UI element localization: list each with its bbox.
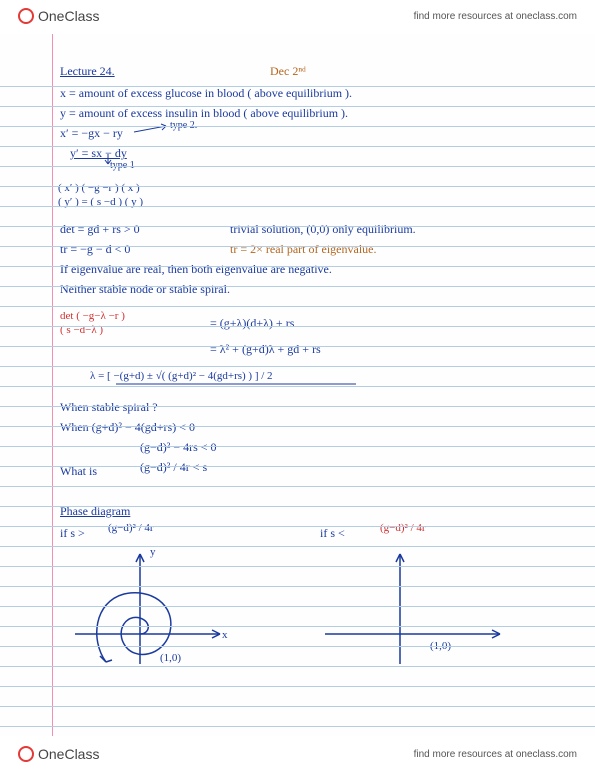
phase-diagram-left [60,544,230,684]
rule-line [0,246,595,247]
rule-line [0,426,595,427]
line-y-def: y = amount of excess insulin in blood ( … [60,106,348,121]
rule-line [0,306,595,307]
rule-line [0,226,595,227]
lecture-title: Lecture 24. [60,64,115,79]
rule-line [0,326,595,327]
rule-line [0,466,595,467]
lecture-date: Dec 2ⁿᵈ [270,64,306,79]
when-stable-q: When stable spiral ? [60,400,158,415]
rule-line [0,606,595,607]
det-note: trivial solution, (0,0) only equilibrium… [230,222,416,237]
what-fraction: (g−d)² / 4r < s [140,460,207,475]
line-x-def: x = amount of excess glucose in blood ( … [60,86,352,101]
if-left-b: (g−d)² / 4r [108,522,154,534]
rule-line [0,146,595,147]
logo-circle-icon-bottom [18,746,34,762]
rule-line [0,646,595,647]
rule-line [0,186,595,187]
rule-line [0,286,595,287]
eq-yprime: y′ = sx − dy [70,146,127,161]
tagline-bottom: find more resources at oneclass.com [414,749,577,760]
brand-name-bottom: OneClass [38,746,99,762]
tr-note: tr = 2× real part of eigenvalue. [230,242,376,257]
rule-line [0,706,595,707]
tagline-top: find more resources at oneclass.com [414,11,577,22]
rule-line [0,486,595,487]
rule-line [0,406,595,407]
top-header: OneClass find more resources at oneclass… [0,0,595,32]
rule-line [0,686,595,687]
rule-line [0,546,595,547]
rule-line [0,566,595,567]
rule-line [0,166,595,167]
brand-name: OneClass [38,8,99,24]
det-eq1: = (g+λ)(d+λ) + rs [210,316,294,331]
rule-line [0,206,595,207]
det-eq2: = λ² + (g+d)λ + gd + rs [210,342,321,357]
rule-line [0,526,595,527]
bottom-footer: OneClass find more resources at oneclass… [0,738,595,770]
if-left-a: if s > [60,526,85,541]
rule-line [0,506,595,507]
eq-xprime: x′ = −gx − ry [60,126,123,141]
brand-logo-bottom: OneClass [18,746,99,762]
if-right-b: (g−d)² / 4r [380,522,426,534]
brand-logo: OneClass [18,8,99,24]
eigen-line2: Neither stable node or stable spiral. [60,282,230,297]
margin-rule [52,34,53,736]
phase-diagram-right [310,544,510,684]
rule-line [0,266,595,267]
rule-line [0,126,595,127]
rule-line [0,726,595,727]
rule-line [0,86,595,87]
rule-line [0,386,595,387]
left-axis-y: y [150,546,156,558]
rule-line [0,346,595,347]
left-point: (1,0) [160,652,181,664]
rule-line [0,666,595,667]
notebook-page: Lecture 24. Dec 2ⁿᵈ x = amount of excess… [0,34,595,736]
logo-circle-icon [18,8,34,24]
rule-line [0,586,595,587]
arrow-type2-icon [132,122,172,136]
rule-line [0,106,595,107]
rule-line [0,446,595,447]
when-cond1: When (g+d)² − 4(gd+rs) < 0 [60,420,195,435]
det-line: det = gd + rs > 0 [60,222,140,237]
tr-line: tr = −g − d < 0 [60,242,130,257]
if-right-a: if s < [320,526,345,541]
eigen-line1: If eigenvalue are real, then both eigenv… [60,262,332,277]
fraction-bar-icon [116,368,366,388]
det-matrix1: det ( −g−λ −r ) [60,310,125,322]
matrix-row1: ( x′ ) ( −g −r ) ( x ) [58,182,140,194]
when-cond2: (g−d)² − 4rs < 0 [140,440,217,455]
rule-line [0,366,595,367]
left-axis-x: x [222,629,228,641]
rule-line [0,626,595,627]
